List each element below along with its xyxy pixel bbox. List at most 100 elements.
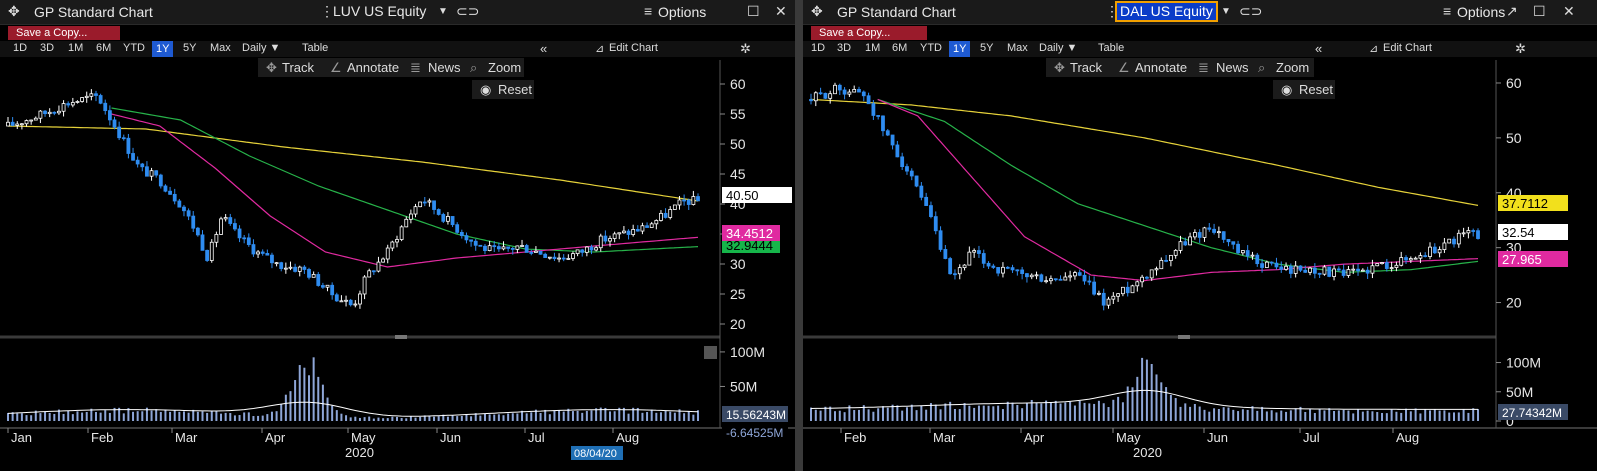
save-copy-button[interactable]: Save a Copy... [811,26,927,40]
volume-bar [488,414,491,421]
candle-body [1231,241,1236,245]
price-tick-label: 30 [1506,240,1522,256]
period-1d[interactable]: 1D [13,42,28,54]
gear-icon[interactable]: ✲ [1515,41,1526,56]
track-button[interactable]: Track [282,60,315,75]
candle-body [1274,262,1279,268]
volume-bar [910,404,913,421]
volume-bar [1472,408,1475,421]
ticker-input[interactable]: DAL US Equity [1115,1,1218,22]
volume-bar [247,412,250,421]
collapse-icon[interactable]: « [540,41,548,56]
period-6m[interactable]: 6M [892,42,908,54]
candle-body [1053,278,1058,281]
period-1m[interactable]: 1M [68,42,84,54]
reset-button[interactable]: ◉ Reset [472,80,534,99]
period-3d[interactable]: 3D [40,42,55,54]
period-max[interactable]: Max [210,42,231,54]
ticker-input[interactable]: LUV US Equity [333,3,427,19]
collapse-icon[interactable]: « [1315,41,1323,56]
period-1y[interactable]: 1Y [949,41,971,57]
value-label: 37.7112 [1502,196,1548,211]
chevron-down-icon[interactable]: ▼ [1221,6,1231,17]
volume-bar [1400,412,1403,421]
edit-chart-icon[interactable]: ⊿ [1369,43,1379,55]
period-6m[interactable]: 6M [96,42,112,54]
period-5y[interactable]: 5Y [980,42,994,54]
menu-icon[interactable]: ≡ [644,3,653,19]
volume-bar [182,411,185,421]
options-menu[interactable]: Options [658,4,707,20]
gear-icon[interactable]: ✲ [740,41,751,56]
pin-icon[interactable]: ↗ [1506,3,1518,19]
chevron-down-icon[interactable]: ▼ [438,6,448,17]
volume-bar [1217,409,1220,421]
edit-chart-button[interactable]: Edit Chart [1383,42,1432,54]
link-icon[interactable]: ⊂⊃ [1239,3,1263,19]
x-tick-label: Mar [933,430,956,445]
link-icon[interactable]: ⊂⊃ [456,3,480,19]
candle-body [1101,292,1106,306]
interval-select[interactable]: Daily ▼ [1039,42,1078,54]
options-menu[interactable]: Options [1457,4,1506,20]
candle-body [691,196,696,205]
volume-bar [1049,402,1052,421]
zoom-button[interactable]: Zoom [488,60,522,75]
volume-bar [57,409,60,421]
annotate-button[interactable]: Annotate [347,60,400,75]
candle-body [571,253,575,259]
candle-body [1116,293,1121,297]
candle-body [566,258,571,260]
news-button[interactable]: News [1216,60,1249,75]
menu-icon[interactable]: ≡ [1443,3,1452,19]
period-5y[interactable]: 5Y [183,42,197,54]
edit-chart-icon[interactable]: ⊿ [595,43,605,55]
volume-bar [1102,403,1105,421]
table-button[interactable]: Table [1098,42,1125,54]
zoom-button[interactable]: Zoom [1276,60,1310,75]
value-label-bg [722,225,780,241]
period-1d[interactable]: 1D [811,42,826,54]
track-button[interactable]: Track [1070,60,1103,75]
volume-bar [275,411,278,421]
move-icon[interactable]: ✥ [811,3,823,19]
price-tick-label: 60 [730,76,746,92]
maximize-icon[interactable]: ☐ [747,3,760,19]
price-tick-label: 55 [730,106,746,122]
candle-body [905,166,909,172]
period-3d[interactable]: 3D [837,42,852,54]
volume-bar [1227,407,1230,421]
period-1y[interactable]: 1Y [152,41,174,57]
volume-bar [433,416,436,421]
close-icon[interactable]: ✕ [775,3,787,19]
edit-chart-button[interactable]: Edit Chart [609,42,658,54]
reset-button[interactable]: ◉ Reset [1273,80,1335,99]
candle-body [1380,262,1384,264]
period-max[interactable]: Max [1007,42,1028,54]
panel-divider[interactable] [795,0,803,471]
volume-bar [428,415,431,421]
candle-body [529,252,534,254]
candle-body [1456,232,1461,245]
move-icon[interactable]: ✥ [8,3,20,19]
save-copy-button[interactable]: Save a Copy... [8,26,120,40]
volume-bar [853,410,856,421]
period-ytd[interactable]: YTD [123,42,145,54]
period-1m[interactable]: 1M [865,42,881,54]
volume-bar [257,415,260,421]
candle-body [483,245,487,252]
candle-body [242,237,247,240]
volume-bar [915,410,918,421]
table-button[interactable]: Table [302,42,329,54]
interval-select[interactable]: Daily ▼ [242,42,281,54]
volume-bar [169,411,172,421]
close-icon[interactable]: ✕ [1563,3,1575,19]
period-ytd[interactable]: YTD [920,42,942,54]
volume-bar [1438,410,1441,421]
annotate-button[interactable]: Annotate [1135,60,1188,75]
maximize-icon[interactable]: ☐ [1533,3,1546,19]
volume-bar [363,417,366,421]
news-button[interactable]: News [428,60,461,75]
window-title: GP Standard Chart [837,4,956,20]
candle-body [1360,269,1365,272]
